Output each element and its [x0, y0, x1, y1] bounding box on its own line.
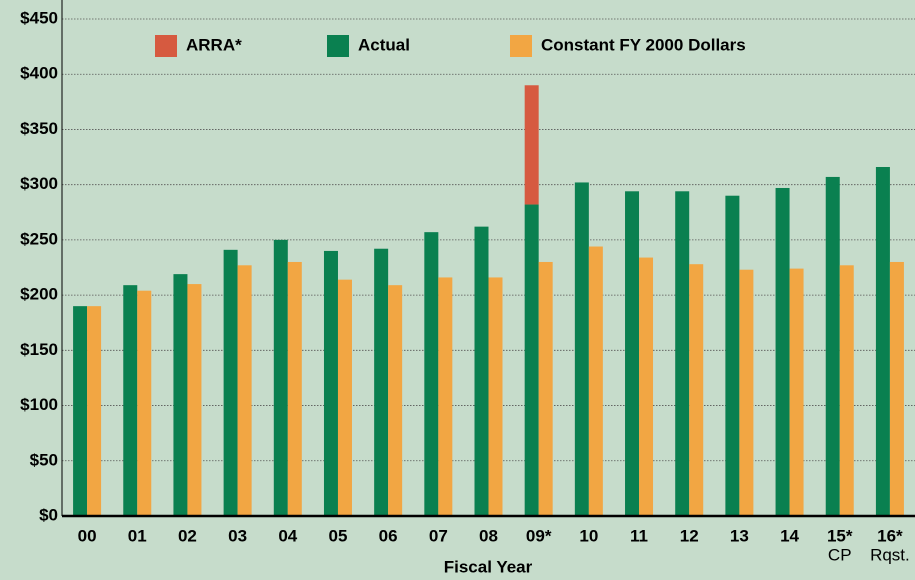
y-tick-label: $250: [20, 229, 58, 248]
bar: [524, 85, 539, 205]
legend-swatch: [510, 35, 532, 57]
y-tick-label: $450: [20, 8, 58, 27]
x-tick-label: 07: [429, 526, 448, 545]
bar: [825, 176, 840, 517]
x-tick-label: 06: [379, 526, 398, 545]
bar: [889, 261, 904, 516]
bar: [137, 290, 152, 516]
bar: [173, 274, 188, 516]
x-tick-label: 11: [630, 526, 648, 545]
bar: [675, 191, 690, 516]
bar: [388, 285, 403, 516]
y-tick-label: $50: [30, 450, 58, 469]
bar: [625, 191, 640, 516]
bar: [488, 277, 503, 516]
x-tick-label: 12: [680, 526, 699, 545]
bar: [73, 306, 88, 516]
bar: [323, 250, 338, 516]
x-tick-label: 09*: [526, 526, 552, 545]
x-tick-label: 00: [78, 526, 97, 545]
x-tick-label: 05: [329, 526, 348, 545]
x-tick-label: 02: [178, 526, 197, 545]
y-tick-label: $350: [20, 119, 58, 138]
x-tick-sublabel: Rqst.: [870, 545, 910, 564]
legend-swatch: [155, 35, 177, 57]
bar: [223, 249, 238, 516]
bar: [287, 261, 302, 516]
x-tick-label: 10: [579, 526, 598, 545]
y-tick-label: $400: [20, 64, 58, 83]
x-tick-label: 14: [780, 526, 799, 545]
y-tick-label: $0: [39, 505, 58, 524]
bar: [237, 265, 252, 516]
bar: [374, 248, 389, 517]
x-tick-label: 13: [730, 526, 749, 545]
bar: [689, 264, 704, 516]
y-tick-label: $300: [20, 174, 58, 193]
bar: [87, 306, 102, 516]
y-tick-label: $200: [20, 285, 58, 304]
y-tick-label: $150: [20, 340, 58, 359]
bar: [839, 265, 854, 516]
bar: [739, 269, 754, 516]
x-axis-label: Fiscal Year: [444, 557, 533, 576]
bar: [474, 226, 489, 516]
bar: [725, 195, 740, 516]
x-tick-label: 15*: [827, 526, 853, 545]
bar: [337, 279, 352, 516]
bar: [273, 239, 288, 516]
x-tick-label: 04: [278, 526, 297, 545]
legend-label: Actual: [358, 35, 410, 54]
bar: [574, 182, 589, 517]
bar: [775, 187, 790, 517]
bar: [438, 277, 453, 516]
legend-label: ARRA*: [186, 35, 242, 54]
bar: [588, 246, 603, 516]
y-tick-label: $100: [20, 395, 58, 414]
bar: [424, 232, 439, 516]
bar: [875, 166, 890, 517]
x-tick-label: 08: [479, 526, 498, 545]
x-tick-label: 01: [128, 526, 147, 545]
bar: [789, 268, 804, 516]
bar: [123, 285, 138, 516]
legend-label: Constant FY 2000 Dollars: [541, 35, 746, 54]
x-tick-sublabel: CP: [828, 545, 852, 564]
legend-swatch: [327, 35, 349, 57]
bar: [524, 204, 539, 516]
x-tick-label: 03: [228, 526, 247, 545]
bar: [639, 257, 654, 516]
x-tick-label: 16*: [877, 526, 903, 545]
bar: [538, 261, 553, 516]
bar: [187, 284, 202, 516]
